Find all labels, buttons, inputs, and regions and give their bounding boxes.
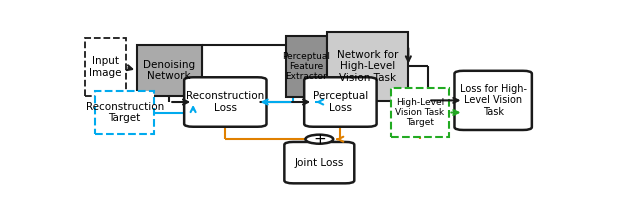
FancyBboxPatch shape <box>95 92 154 134</box>
FancyBboxPatch shape <box>392 88 449 137</box>
Text: Joint Loss: Joint Loss <box>294 158 344 168</box>
Text: High-Level
Vision Task
Target: High-Level Vision Task Target <box>396 98 445 127</box>
FancyBboxPatch shape <box>137 45 202 96</box>
Circle shape <box>305 135 333 144</box>
Text: Denoising
Network: Denoising Network <box>143 60 195 81</box>
Text: Reconstruction
Target: Reconstruction Target <box>86 102 164 123</box>
Text: +: + <box>313 132 326 147</box>
FancyBboxPatch shape <box>85 38 125 96</box>
Text: Network for
High-Level
Vision Task: Network for High-Level Vision Task <box>337 50 398 83</box>
FancyBboxPatch shape <box>284 142 355 183</box>
FancyBboxPatch shape <box>184 77 266 127</box>
Text: Loss for High-
Level Vision
Task: Loss for High- Level Vision Task <box>460 84 527 117</box>
Text: Perceptual
Loss: Perceptual Loss <box>313 91 368 113</box>
FancyBboxPatch shape <box>454 71 532 130</box>
FancyBboxPatch shape <box>326 32 408 101</box>
Text: Perceptual
Feature
Extractor: Perceptual Feature Extractor <box>282 51 330 81</box>
Text: Input
Image: Input Image <box>89 56 122 78</box>
FancyBboxPatch shape <box>304 77 376 127</box>
Text: Reconstruction
Loss: Reconstruction Loss <box>186 91 264 113</box>
FancyBboxPatch shape <box>286 36 326 97</box>
